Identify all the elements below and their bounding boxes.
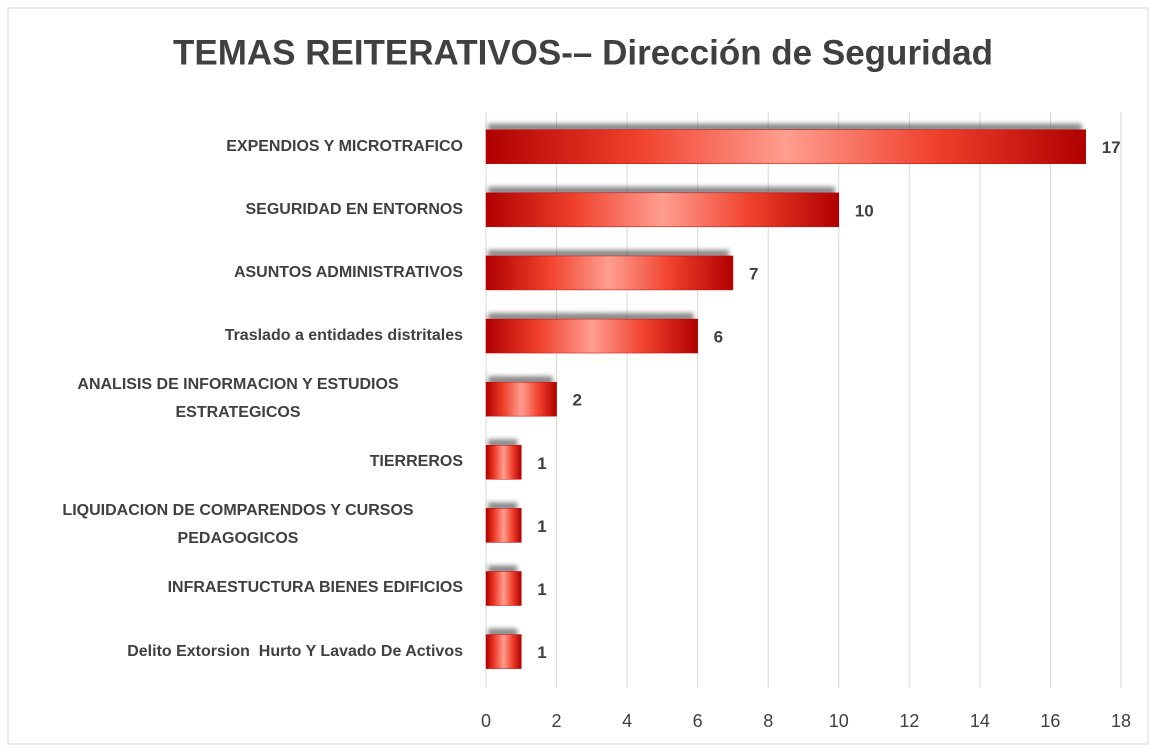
x-tick-label: 10 (829, 711, 849, 731)
category-label-box: TIERREROS (13, 448, 463, 476)
y-tick-label: LIQUIDACION DE COMPARENDOS Y CURSOS PEDA… (62, 502, 419, 548)
y-tick-label: ANALISIS DE INFORMACION Y ESTUDIOS ESTRA… (77, 376, 404, 422)
y-tick-label: EXPENDIOS Y MICROTRAFICO (226, 137, 463, 155)
x-tick-label: 2 (552, 711, 562, 731)
bar (485, 445, 522, 480)
data-label: 1 (537, 643, 546, 662)
bar (485, 634, 522, 669)
category-label-box: ANALISIS DE INFORMACION Y ESTUDIOS ESTRA… (13, 371, 463, 427)
bar-shadow (488, 502, 518, 511)
bar-shadow (488, 439, 518, 448)
y-tick-label: TIERREROS (369, 453, 463, 471)
data-label: 1 (537, 580, 546, 599)
category-label-box: INFRAESTUCTURA BIENES EDIFICIOS (13, 574, 463, 602)
bar-shadow (488, 249, 729, 258)
data-label: 2 (573, 391, 582, 410)
category-label-box: Traslado a entidades distritales (13, 322, 463, 350)
x-tick-label: 16 (1040, 711, 1060, 731)
category-label-box: SEGURIDAD EN ENTORNOS (13, 196, 463, 224)
data-label: 17 (1102, 138, 1121, 157)
bar (485, 508, 522, 543)
bar (485, 192, 840, 228)
bar (485, 255, 734, 291)
chart-title: TEMAS REITERATIVOS-– Dirección de Seguri… (173, 33, 993, 72)
x-tick-label: 8 (763, 711, 773, 731)
bar-shadow (488, 628, 518, 637)
category-label-box: ASUNTOS ADMINISTRATIVOS (13, 259, 463, 287)
bar (485, 129, 1086, 164)
category-label-box: Delito Extorsion Hurto Y Lavado De Activ… (13, 638, 463, 666)
bar (485, 318, 698, 354)
x-tick-label: 18 (1111, 711, 1131, 731)
data-label: 10 (855, 201, 874, 220)
x-tick-label: 6 (693, 711, 703, 731)
data-label: 1 (537, 517, 546, 536)
x-tick-label: 0 (481, 711, 491, 731)
y-tick-label: Delito Extorsion Hurto Y Lavado De Activ… (127, 642, 463, 660)
y-tick-label: INFRAESTUCTURA BIENES EDIFICIOS (167, 579, 463, 597)
bar-shadow (488, 313, 694, 322)
y-tick-label: ASUNTOS ADMINISTRATIVOS (233, 263, 463, 281)
x-tick-label: 4 (622, 711, 632, 731)
bar-shadow (488, 376, 553, 385)
bar-shadow (488, 186, 835, 195)
category-label-box: EXPENDIOS Y MICROTRAFICO (13, 133, 463, 161)
bar (485, 381, 557, 417)
category-label-box: LIQUIDACION DE COMPARENDOS Y CURSOS PEDA… (13, 497, 463, 553)
x-tick-label: 12 (899, 711, 919, 731)
y-tick-label: SEGURIDAD EN ENTORNOS (245, 200, 463, 218)
data-label: 7 (749, 264, 758, 283)
bar (485, 571, 522, 606)
bar-shadow (488, 123, 1082, 132)
x-tick-label: 14 (970, 711, 990, 731)
data-label: 1 (537, 454, 546, 473)
bar-shadow (488, 565, 518, 574)
y-tick-label: Traslado a entidades distritales (224, 327, 463, 345)
data-label: 6 (714, 328, 723, 347)
